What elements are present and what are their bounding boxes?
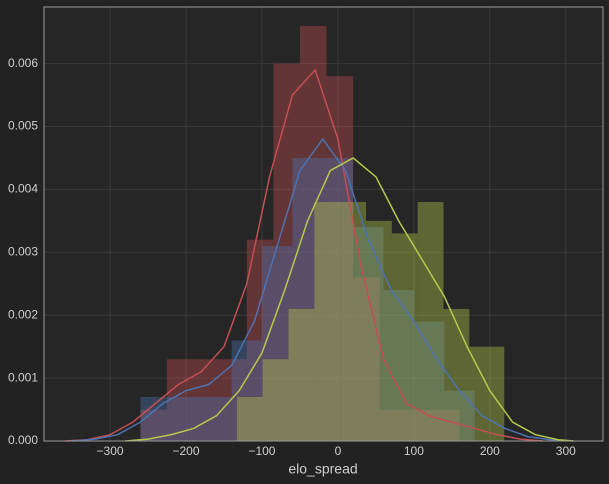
histogram-bar	[236, 396, 263, 441]
kde-line	[72, 137, 574, 442]
kde-line	[64, 68, 544, 442]
kde-line	[125, 157, 574, 442]
histogram-bar	[432, 409, 460, 441]
x-axis-label: elo_spread	[288, 461, 357, 477]
histogram-bar	[314, 201, 341, 441]
histogram-bar	[444, 390, 475, 441]
histogram-bar	[340, 201, 367, 441]
histogram-bar	[353, 277, 380, 441]
y-tick-label: 0.006	[8, 56, 38, 70]
histogram-bar	[379, 409, 407, 441]
histogram-bar	[417, 201, 444, 441]
histogram-bar	[167, 359, 194, 441]
plot-frame	[43, 6, 604, 442]
histogram-bar	[391, 233, 418, 441]
histogram-bar	[292, 157, 323, 441]
x-tick-label: 100	[404, 444, 424, 458]
x-tick-label: 0	[335, 444, 342, 458]
y-tick-label: 0.004	[8, 182, 38, 196]
histogram-bar	[220, 359, 247, 441]
plot-area	[44, 7, 603, 441]
y-tick-label: 0.001	[8, 370, 38, 384]
y-tick-label: 0.003	[8, 244, 38, 258]
histogram-bar	[322, 157, 354, 441]
histogram-bar	[262, 359, 289, 441]
histogram-bar	[288, 308, 315, 441]
x-tick-label: −300	[97, 444, 124, 458]
x-tick-label: 300	[556, 444, 576, 458]
histogram-bar	[326, 76, 354, 441]
y-tick-label: 0.002	[8, 307, 38, 321]
histogram-bar	[273, 63, 300, 441]
x-tick-label: 200	[480, 444, 500, 458]
histogram-bar	[140, 396, 171, 441]
histogram-bar	[413, 321, 445, 441]
x-tick-label: −200	[173, 444, 200, 458]
marks	[64, 25, 574, 442]
histogram-bar	[299, 25, 327, 441]
histogram-bar	[366, 220, 392, 441]
grid	[44, 7, 603, 442]
y-tick-label: 0.000	[8, 433, 38, 447]
x-tick-label: −100	[248, 444, 275, 458]
histogram-bar	[170, 396, 202, 441]
y-tick-label: 0.005	[8, 119, 38, 133]
